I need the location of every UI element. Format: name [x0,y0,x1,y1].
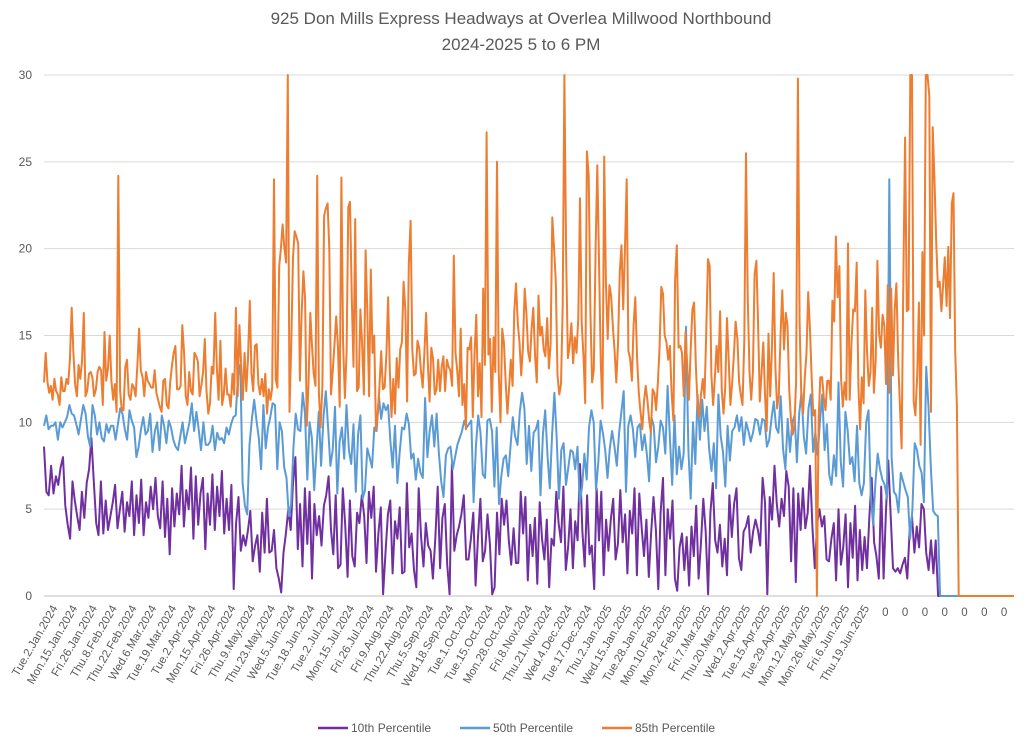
legend-item: 10th Percentile [318,721,431,735]
x-tick-label: 0 [922,607,928,619]
series-line-10th-percentile [43,437,1014,597]
y-tick-label: 5 [25,502,32,516]
x-axis-ticks: Tue.2.Jan.2024Mon.15.Jan.2024Fri.26.Jan.… [10,603,1007,689]
legend-label: 50th Percentile [493,721,573,735]
x-tick-label: 0 [1001,607,1007,619]
x-tick-label: 0 [981,607,987,619]
x-tick-label: 0 [942,607,948,619]
legend-item: 50th Percentile [460,721,573,735]
y-tick-label: 30 [19,68,33,82]
x-tick-label: 0 [961,607,967,619]
legend-label: 85th Percentile [635,721,715,735]
chart-subtitle: 2024-2025 5 to 6 PM [442,35,601,54]
series-line-85th-percentile [43,74,1014,597]
series-lines [43,74,1014,597]
series-line-50th-percentile [43,178,1014,597]
x-tick-label: 0 [902,607,908,619]
y-tick-label: 15 [19,329,33,343]
y-tick-label: 0 [25,589,32,603]
y-tick-label: 10 [19,415,33,429]
y-axis-ticks: 0 5 10 15 20 25 30 [19,68,33,603]
x-tick-label: 0 [882,607,888,619]
y-tick-label: 25 [19,155,33,169]
legend: 10th Percentile 50th Percentile 85th Perce… [318,721,715,735]
y-tick-label: 20 [19,242,33,256]
legend-item: 85th Percentile [602,721,715,735]
legend-label: 10th Percentile [351,721,431,735]
gridlines [44,74,1014,597]
chart-title: 925 Don Mills Express Headways at Overle… [271,9,772,28]
